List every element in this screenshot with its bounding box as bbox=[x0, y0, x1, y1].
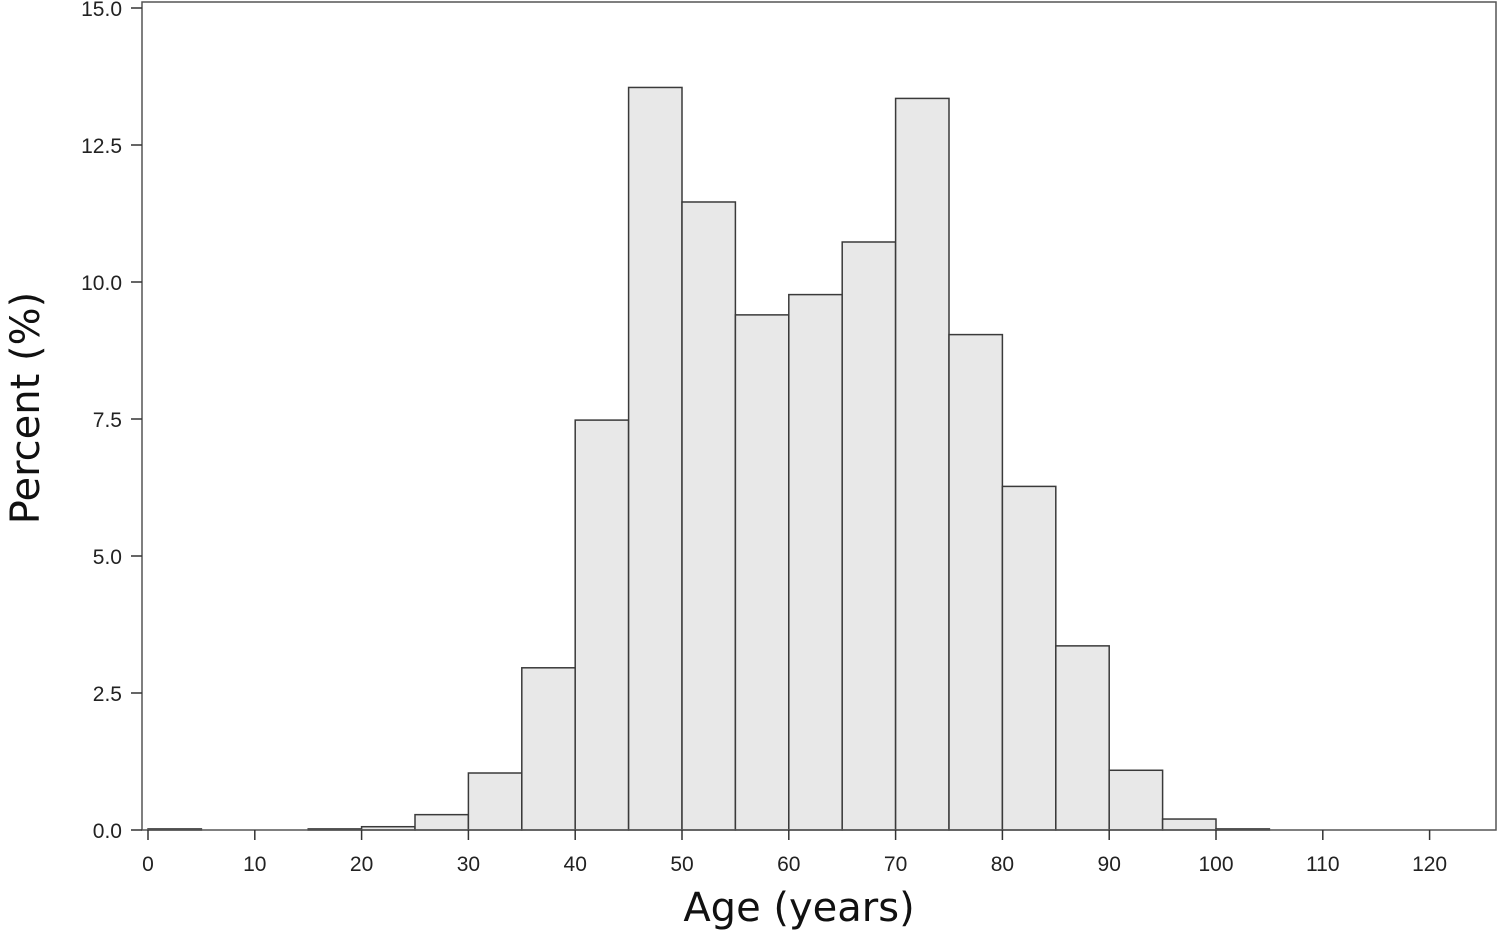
histogram-bar bbox=[894, 97, 950, 831]
y-tick-label: 5.0 bbox=[93, 546, 122, 569]
bars-layer bbox=[147, 86, 1271, 831]
histogram-bar bbox=[414, 813, 470, 831]
x-tick-label: 110 bbox=[1306, 853, 1339, 876]
x-tick-label: 50 bbox=[670, 853, 693, 876]
histogram-bar bbox=[841, 241, 897, 831]
histogram-bar bbox=[734, 314, 790, 831]
x-tick-label: 60 bbox=[777, 853, 800, 876]
x-axis: 0 10 20 30 40 50 60 70 80 90 100 110 120 bbox=[142, 830, 1447, 876]
x-tick-label: 90 bbox=[1098, 853, 1121, 876]
x-tick-label: 30 bbox=[457, 853, 480, 876]
histogram-bar bbox=[1108, 769, 1164, 831]
y-tick-label: 2.5 bbox=[93, 683, 122, 706]
histogram-bar bbox=[574, 419, 630, 831]
histogram-bar bbox=[467, 772, 523, 831]
histogram-bar bbox=[681, 201, 737, 831]
x-tick-label: 40 bbox=[564, 853, 587, 876]
y-tick-label: 15.0 bbox=[81, 0, 122, 21]
y-tick-label: 7.5 bbox=[93, 409, 122, 432]
y-tick-label: 10.0 bbox=[81, 272, 122, 295]
x-tick-label: 100 bbox=[1198, 853, 1233, 876]
histogram-bar bbox=[1161, 818, 1217, 831]
x-axis-title: Age (years) bbox=[683, 885, 914, 930]
x-tick-label: 20 bbox=[350, 853, 373, 876]
histogram-bar bbox=[627, 86, 683, 831]
y-axis: 0.0 2.5 5.0 7.5 10.0 12.5 15.0 bbox=[81, 0, 142, 843]
plot-frame bbox=[141, 1, 1497, 831]
x-tick-label: 70 bbox=[884, 853, 907, 876]
y-tick-label: 12.5 bbox=[81, 135, 122, 158]
histogram-bar bbox=[521, 667, 576, 831]
y-tick-label: 0.0 bbox=[93, 820, 122, 843]
histogram-bar bbox=[1001, 485, 1057, 831]
x-tick-label: 80 bbox=[991, 853, 1014, 876]
histogram-bar bbox=[948, 333, 1004, 831]
x-tick-label: 120 bbox=[1412, 853, 1447, 876]
x-tick-label: 10 bbox=[243, 853, 266, 876]
histogram-bar bbox=[1055, 645, 1110, 831]
y-axis-title: Percent (%) bbox=[3, 292, 49, 524]
x-tick-label: 0 bbox=[142, 853, 154, 876]
histogram-bar bbox=[788, 293, 843, 831]
